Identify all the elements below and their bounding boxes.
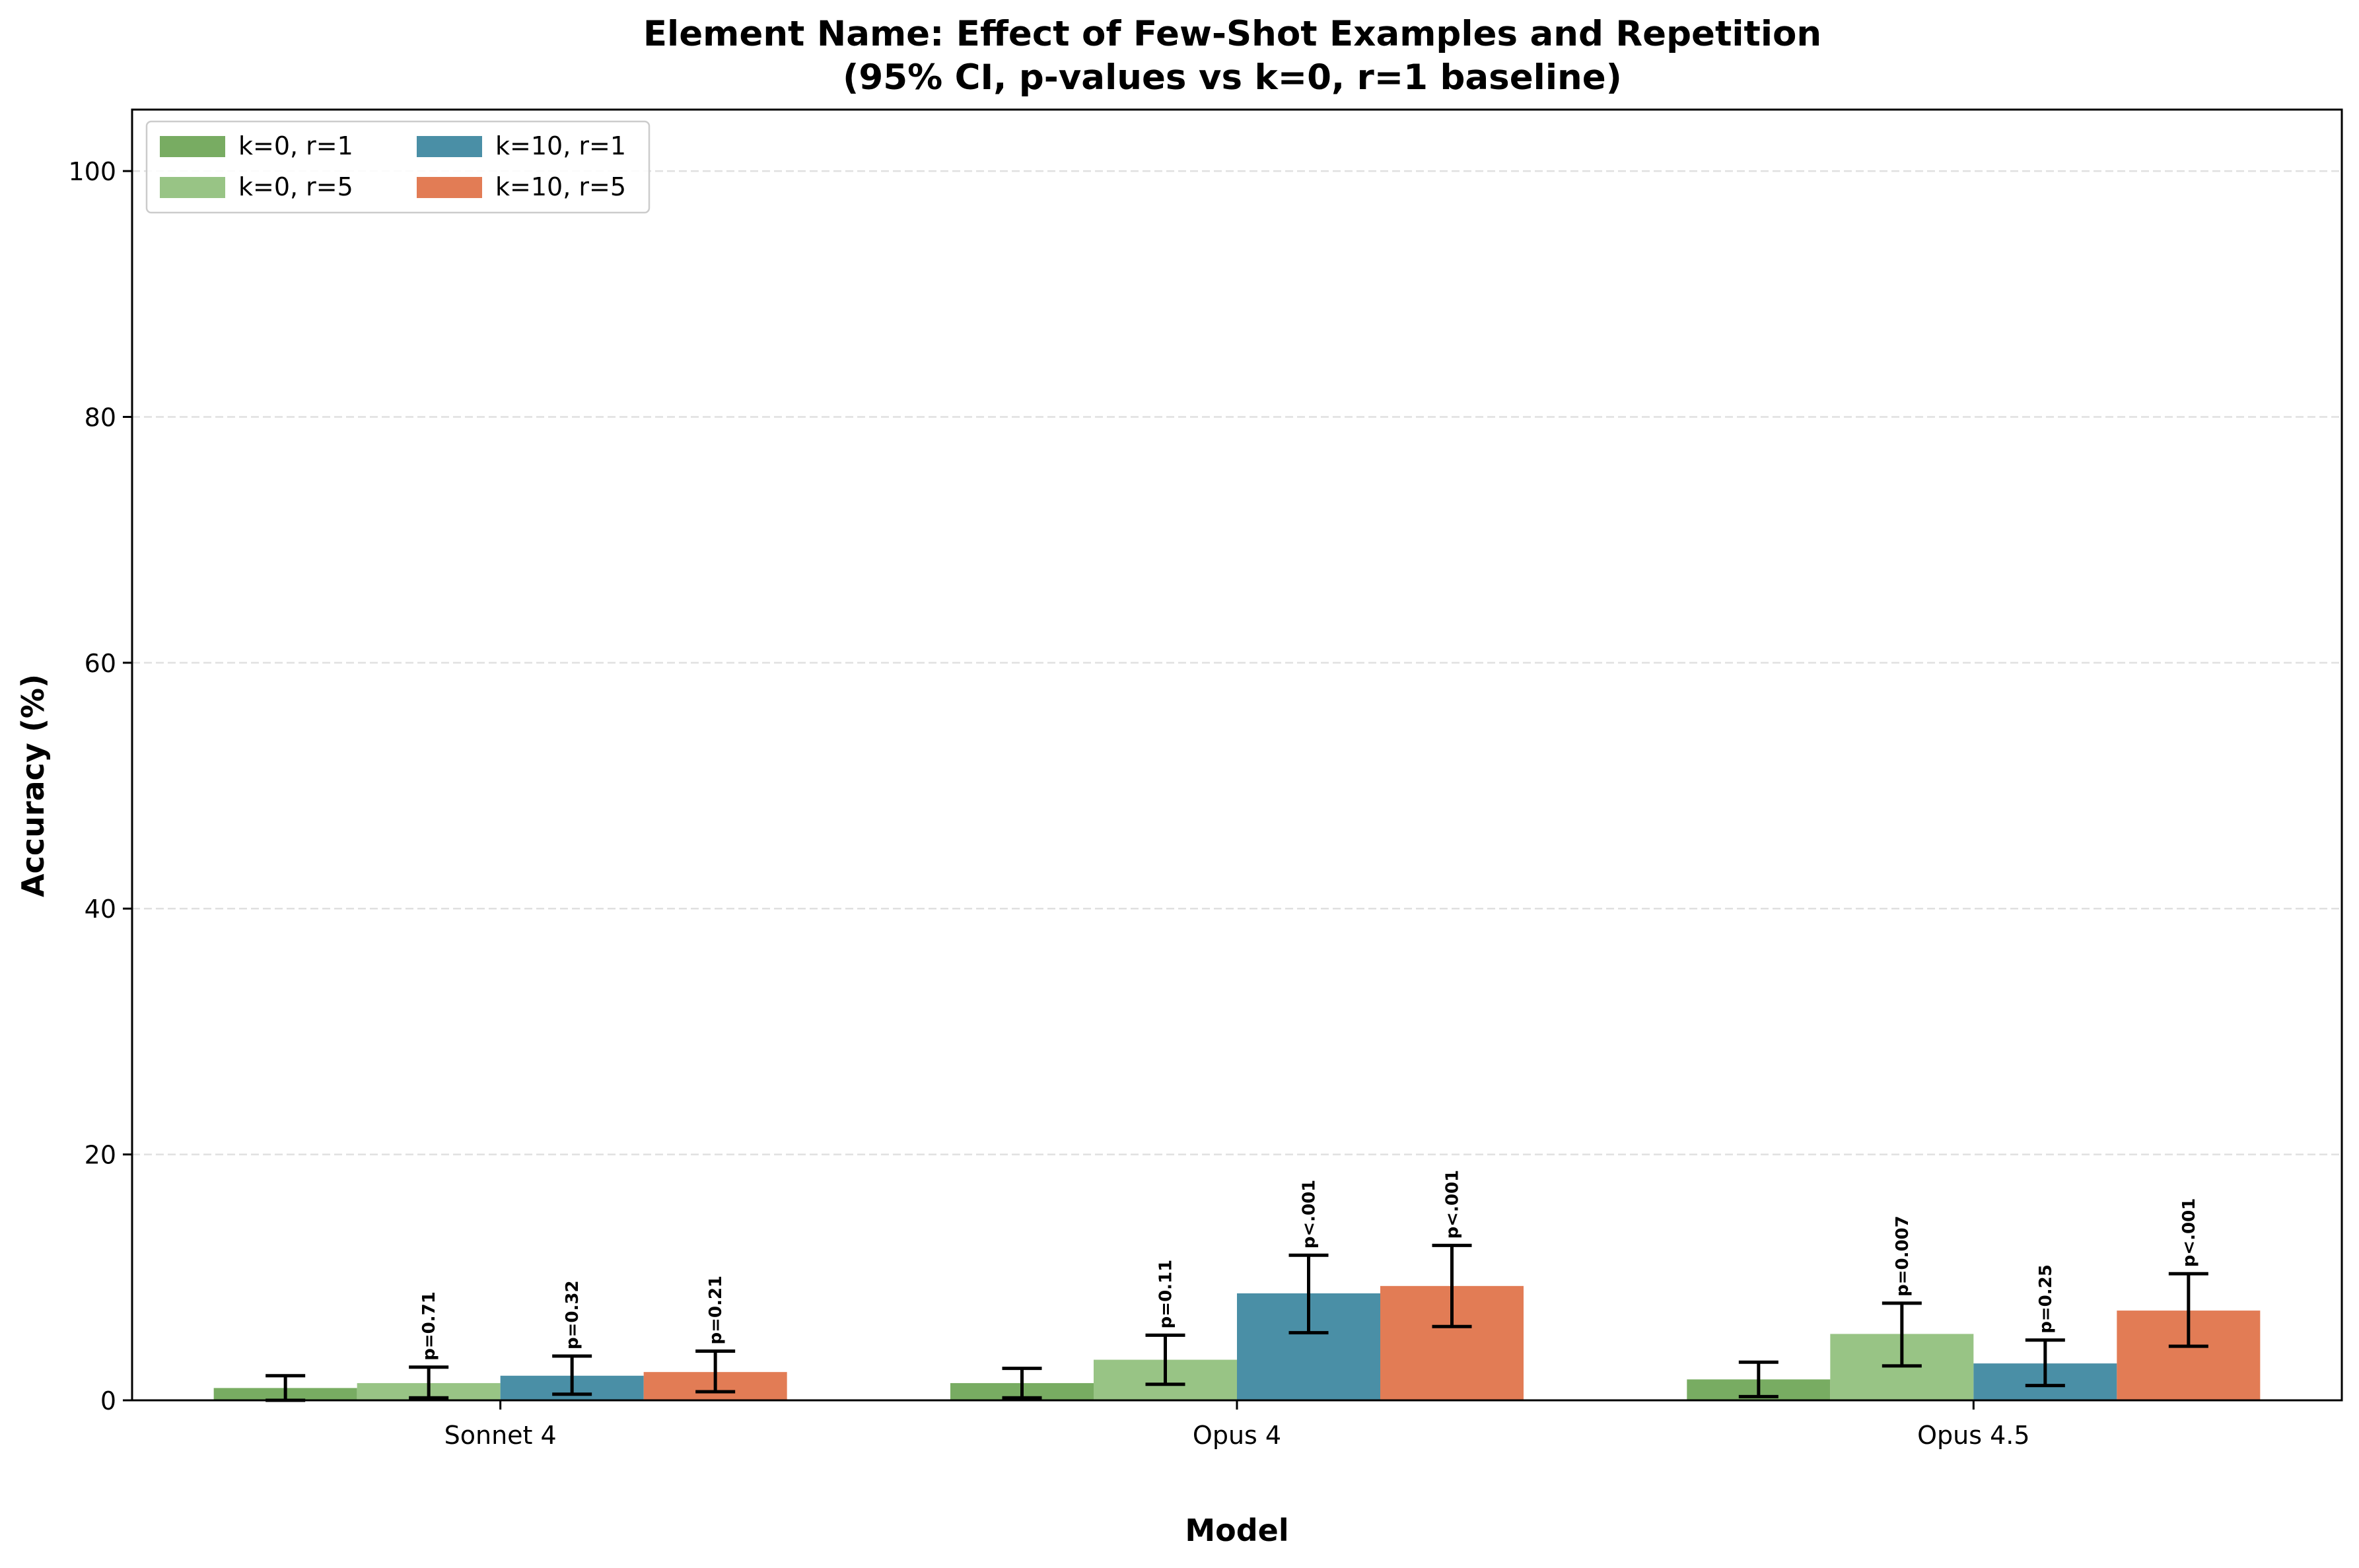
legend: k=0, r=1 k=0, r=5 k=10, r=1 k=10, r=5 (145, 120, 651, 214)
pvalue-label: p=0.007 (1893, 1215, 1913, 1297)
y-axis-label: Accuracy (%) (15, 674, 51, 897)
y-tick-label: 60 (85, 649, 116, 678)
y-tick-label: 80 (85, 403, 116, 432)
legend-label: k=10, r=5 (495, 172, 626, 201)
y-tick-label: 0 (100, 1386, 116, 1415)
y-tick-label: 40 (85, 895, 116, 924)
y-axis: 0 20 40 60 80 100 (68, 157, 132, 1415)
x-axis: Sonnet 4 Opus 4 Opus 4.5 (444, 1400, 2030, 1450)
chart-title: Element Name: Effect of Few-Shot Example… (643, 14, 1821, 54)
chart-subtitle: (95% CI, p-values vs k=0, r=1 baseline) (843, 57, 1622, 98)
legend-swatch (160, 177, 225, 198)
x-tick-label: Opus 4 (1193, 1421, 1281, 1450)
pvalue-label: p<.001 (1300, 1180, 1320, 1249)
pvalue-label: p=0.11 (1156, 1260, 1176, 1329)
legend-swatch (160, 136, 225, 157)
pvalue-label: p=0.71 (419, 1291, 439, 1361)
pvalue-label: p=0.32 (563, 1280, 582, 1349)
legend-label: k=10, r=1 (495, 131, 626, 160)
x-tick-label: Opus 4.5 (1917, 1421, 2029, 1450)
legend-box (145, 120, 651, 214)
legend-swatch (417, 177, 482, 198)
pvalue-labels: p=0.71 p=0.32 p=0.21 p=0.11 p<.001 p<.001 p=0.… (419, 1170, 2199, 1361)
legend-label: k=0, r=5 (238, 172, 353, 201)
pvalue-label: p=0.21 (706, 1276, 726, 1345)
error-bars (265, 1243, 2208, 1402)
y-tick-label: 100 (68, 157, 116, 186)
legend-label: k=0, r=1 (238, 131, 353, 160)
legend-swatch (417, 136, 482, 157)
x-tick-label: Sonnet 4 (444, 1421, 557, 1450)
pvalue-label: p<.001 (2179, 1198, 2199, 1268)
y-tick-label: 20 (85, 1141, 116, 1170)
pvalue-label: p<.001 (1443, 1170, 1463, 1239)
x-axis-label: Model (1185, 1513, 1288, 1548)
pvalue-label: p=0.25 (2036, 1264, 2056, 1334)
